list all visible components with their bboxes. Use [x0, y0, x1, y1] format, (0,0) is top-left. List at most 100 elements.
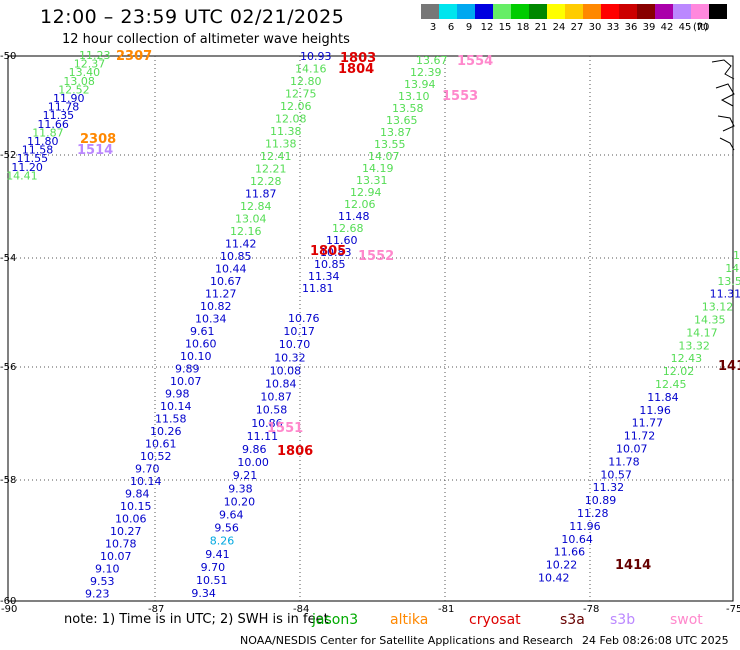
wave-height-value: 9.61: [190, 325, 215, 338]
legend-unit: (ft): [693, 22, 709, 33]
wave-height-value: 10.86: [251, 417, 283, 430]
wave-height-value: 9.23: [85, 588, 110, 601]
wave-height-value: 9.64: [219, 509, 244, 522]
mission-label: swot: [670, 612, 703, 628]
wave-height-value: 11.78: [608, 455, 640, 468]
wave-height-value: 10.08: [270, 364, 302, 377]
latitude-tick-label: -54: [0, 253, 16, 264]
wave-height-value: 13.12: [702, 301, 734, 314]
wave-height-value: 11.77: [632, 417, 664, 430]
wave-height-value: 13.58: [392, 102, 424, 115]
legend-label: 36: [624, 22, 638, 33]
wave-height-value: 10.82: [200, 300, 232, 313]
wave-height-value: 11.66: [37, 118, 69, 131]
pass-number-label: 1804: [338, 62, 374, 77]
wave-height-value: 10.60: [185, 338, 217, 351]
legend-swatch: [421, 4, 439, 19]
wave-height-value: 9.38: [228, 482, 253, 495]
wave-height-value: 11.80: [27, 135, 59, 148]
longitude-tick-label: -78: [583, 604, 599, 615]
pass-number-label: 1414: [718, 359, 740, 374]
pass-number-label: 1554: [457, 54, 493, 69]
wave-height-value: 10.67: [210, 275, 242, 288]
mission-label: altika: [390, 612, 429, 628]
wave-height-value: 11.96: [639, 404, 671, 417]
legend-swatch: [475, 4, 493, 19]
wave-height-value: 10.64: [561, 533, 593, 546]
wave-height-value: 10.51: [196, 574, 228, 587]
legend-swatch: [691, 4, 709, 19]
wave-height-value: 11.38: [265, 138, 297, 151]
wave-height-value: 14.19: [362, 162, 394, 175]
wave-height-value: 10.15: [120, 500, 152, 513]
mission-label: cryosat: [469, 612, 521, 628]
pass-number-label: 2308: [80, 132, 116, 147]
wave-height-value: 14.16: [295, 63, 327, 76]
pass-number-label: 1414: [615, 558, 651, 573]
wave-height-value: 11.58: [22, 144, 54, 157]
wave-height-value: 11.96: [569, 520, 601, 533]
latitude-tick-label: -50: [0, 51, 16, 62]
wave-height-value: 12.21: [255, 163, 287, 176]
wave-height-value: 11.55: [17, 152, 48, 165]
wave-height-value: 10.78: [105, 538, 137, 551]
wave-height-value: 14.35: [694, 314, 726, 327]
legend-swatch: [583, 4, 601, 19]
wave-height-value: 11.87: [32, 126, 64, 139]
wave-height-value: 13.32: [678, 339, 710, 352]
wave-height-value: 11.87: [245, 188, 277, 201]
wave-height-value: 8.26: [210, 535, 235, 548]
legend-label: 70: [696, 22, 710, 33]
wave-height-value: 9.10: [95, 563, 120, 576]
wave-height-value: 12.84: [240, 200, 272, 213]
wave-height-value: 12.02: [663, 365, 695, 378]
wave-height-value: 11.60: [326, 234, 358, 247]
wave-height-value: 12.80: [290, 75, 322, 88]
wave-height-value: 10.32: [274, 351, 306, 364]
latitude-tick-label: -60: [0, 596, 16, 607]
legend-swatch: [493, 4, 511, 19]
wave-height-value: 9.86: [242, 443, 267, 456]
wave-height-value: 9.34: [191, 587, 216, 600]
wave-height-value: 12.37: [74, 58, 106, 71]
pass-number-label: 1552: [358, 249, 394, 264]
wave-height-value: 9.70: [201, 561, 226, 574]
pass-number-label: 1806: [277, 444, 313, 459]
wave-height-value: 14.17: [686, 326, 718, 339]
wave-height-value: 11.42: [225, 238, 257, 251]
longitude-tick-label: -87: [148, 604, 164, 615]
credit-footer: NOAA/NESDIS Center for Satellite Applica…: [240, 634, 574, 647]
wave-height-value: 10.84: [265, 378, 297, 391]
wave-height-value: 10.85: [314, 258, 346, 271]
wave-height-value: 11.23: [79, 49, 111, 62]
wave-height-value: 10.26: [150, 425, 182, 438]
wave-height-value: 10.10: [180, 350, 212, 363]
legend-swatch: [673, 4, 691, 19]
wave-height-value: 12.06: [344, 198, 376, 211]
longitude-tick-label: -90: [1, 604, 17, 615]
map-subtitle: 12 hour collection of altimeter wave hei…: [62, 32, 350, 47]
legend-swatch: [565, 4, 583, 19]
legend-label: 33: [606, 22, 620, 33]
wave-height-value: 12.06: [280, 100, 312, 113]
pass-number-label: 1803: [340, 51, 376, 66]
coastline-segment: [715, 83, 735, 107]
latitude-tick-label: -58: [0, 475, 16, 486]
wave-height-value: 13.08: [63, 75, 95, 88]
legend-swatch: [547, 4, 565, 19]
wave-height-value: 10.70: [279, 338, 311, 351]
wave-height-value: 11.58: [155, 413, 187, 426]
wave-height-value: 10.07: [100, 550, 132, 563]
wave-height-value: 14: [733, 249, 740, 262]
mission-label: jason3: [312, 612, 359, 628]
wave-height-value: 10.34: [195, 313, 227, 326]
wave-height-value: 11.78: [48, 101, 80, 114]
legend-swatch: [709, 4, 727, 19]
wave-height-value: 11.48: [338, 210, 370, 223]
legend-label: 42: [660, 22, 674, 33]
longitude-tick-label: -84: [293, 604, 309, 615]
wave-height-value: 10.61: [145, 438, 177, 451]
pass-number-label: 1553: [442, 89, 478, 104]
wave-height-value: 11.66: [554, 546, 586, 559]
wave-height-value: 10.76: [288, 312, 320, 325]
